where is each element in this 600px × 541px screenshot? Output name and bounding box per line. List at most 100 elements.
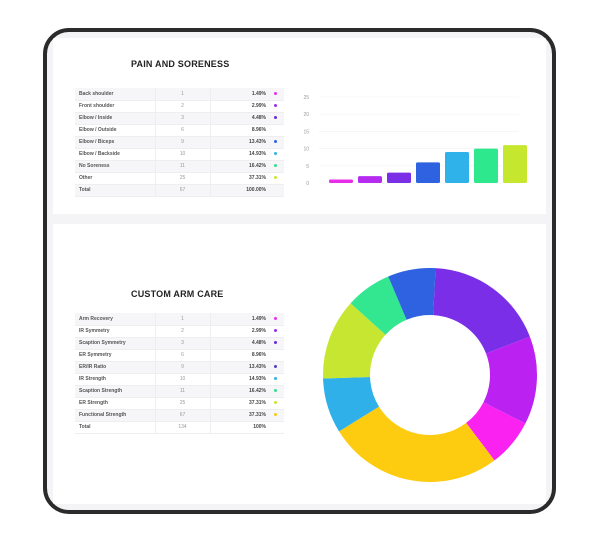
y-tick-label: 5 xyxy=(306,164,309,170)
row-count: 134 xyxy=(154,421,211,434)
arm-care-title: CUSTOM ARM CARE xyxy=(131,289,224,299)
legend-cell xyxy=(270,373,284,386)
table-row: IR Strength 10 14.93% xyxy=(75,373,284,386)
row-percent: 2.99% xyxy=(210,100,270,113)
pain-table: Back shoulder 1 1.49% Front shoulder 2 2.99% E… xyxy=(75,88,284,197)
pain-title: PAIN AND SORENESS xyxy=(131,59,230,69)
row-label: Total xyxy=(75,421,155,434)
row-label: ER/IR Ratio xyxy=(75,361,155,374)
legend-cell xyxy=(270,397,284,410)
donut-slice xyxy=(388,268,436,320)
table-row: Front shoulder 2 2.99% xyxy=(75,100,284,113)
bar xyxy=(503,145,527,183)
row-percent: 1.49% xyxy=(210,88,270,101)
table-row: No Soreness 11 16.42% xyxy=(75,160,284,173)
bar xyxy=(387,172,411,183)
legend-cell xyxy=(270,385,284,398)
row-percent: 8.96% xyxy=(210,349,270,362)
table-row: Scaption Strength 11 16.42% xyxy=(75,385,284,398)
row-percent: 8.96% xyxy=(210,124,270,137)
legend-cell xyxy=(270,172,284,185)
row-count: 1 xyxy=(154,88,211,101)
legend-cell xyxy=(270,160,284,173)
legend-dot-icon xyxy=(274,413,277,416)
y-tick-label: 0 xyxy=(306,181,309,187)
dashboard-frame: PAIN AND SORENESS Back shoulder 1 1.49% Fro… xyxy=(43,28,556,514)
row-percent: 16.42% xyxy=(210,160,270,173)
row-label: ER Symmetry xyxy=(75,349,155,362)
legend-cell xyxy=(270,361,284,374)
legend-cell xyxy=(270,421,284,434)
row-label: Back shoulder xyxy=(75,88,155,101)
row-count: 9 xyxy=(154,136,211,149)
legend-dot-icon xyxy=(274,176,277,179)
row-count: 67 xyxy=(154,409,211,422)
legend-cell xyxy=(270,184,284,197)
row-count: 3 xyxy=(154,112,211,125)
legend-dot-icon xyxy=(274,164,277,167)
row-label: Front shoulder xyxy=(75,100,155,113)
table-row: Other 25 37.31% xyxy=(75,172,284,185)
row-percent: 100% xyxy=(210,421,270,434)
legend-dot-icon xyxy=(274,91,277,95)
legend-cell xyxy=(270,100,284,113)
row-label: ER Strength xyxy=(75,397,155,410)
table-row: Total 67 100.00% xyxy=(75,184,284,197)
arm-care-table: Arm Recovery 1 1.49% IR Symmetry 2 2.99% Scapt… xyxy=(75,313,284,434)
legend-dot-icon xyxy=(274,341,277,344)
row-percent: 37.31% xyxy=(210,409,270,422)
legend-dot-icon xyxy=(274,401,277,404)
legend-cell xyxy=(270,325,284,338)
y-tick-label: 20 xyxy=(303,112,309,118)
row-count: 9 xyxy=(154,361,211,374)
table-row: Functional Strength 67 37.31% xyxy=(75,409,284,422)
row-percent: 16.42% xyxy=(210,385,270,398)
row-count: 11 xyxy=(154,160,211,173)
donut-slice xyxy=(339,406,495,482)
table-row: ER/IR Ratio 9 13.43% xyxy=(75,361,284,374)
row-percent: 37.31% xyxy=(210,397,270,410)
row-count: 2 xyxy=(154,100,211,113)
table-row: Elbow / Backside 10 14.93% xyxy=(75,148,284,161)
row-percent: 13.43% xyxy=(210,361,270,374)
table-row: Scaption Symmetry 3 4.48% xyxy=(75,337,284,350)
y-tick-label: 15 xyxy=(303,129,309,135)
bar xyxy=(329,179,353,183)
row-percent: 1.49% xyxy=(210,313,270,326)
legend-dot-icon xyxy=(274,104,277,107)
row-label: Elbow / Outside xyxy=(75,124,155,137)
bar xyxy=(358,176,382,183)
legend-dot-icon xyxy=(274,365,277,368)
table-row: ER Strength 25 37.31% xyxy=(75,397,284,410)
table-row: Back shoulder 1 1.49% xyxy=(75,88,284,101)
row-count: 3 xyxy=(154,337,211,350)
donut-slice xyxy=(350,276,407,335)
y-tick-label: 25 xyxy=(303,95,309,101)
row-label: Total xyxy=(75,184,155,197)
row-percent: 4.48% xyxy=(210,337,270,350)
legend-cell xyxy=(270,148,284,161)
donut-slice xyxy=(466,402,526,461)
row-percent: 14.93% xyxy=(210,148,270,161)
row-count: 67 xyxy=(154,184,211,197)
row-count: 10 xyxy=(154,148,211,161)
donut-slice xyxy=(433,268,530,354)
legend-cell xyxy=(270,349,284,362)
bar xyxy=(445,152,469,183)
donut-slice xyxy=(323,376,380,432)
pain-section: PAIN AND SORENESS Back shoulder 1 1.49% Fro… xyxy=(53,38,546,214)
row-label: Other xyxy=(75,172,155,185)
row-count: 6 xyxy=(154,349,211,362)
arm-care-donut-chart xyxy=(323,268,537,482)
legend-dot-icon xyxy=(274,116,277,119)
row-count: 1 xyxy=(154,313,211,326)
table-row: Elbow / Biceps 9 13.43% xyxy=(75,136,284,149)
y-tick-label: 10 xyxy=(303,147,309,153)
bar xyxy=(416,162,440,183)
table-row: Elbow / Outside 6 8.96% xyxy=(75,124,284,137)
legend-cell xyxy=(270,136,284,149)
legend-cell xyxy=(270,124,284,137)
row-count: 10 xyxy=(154,373,211,386)
arm-care-section: CUSTOM ARM CARE Arm Recovery 1 1.49% IR Sym… xyxy=(53,224,546,504)
legend-cell xyxy=(270,313,284,326)
